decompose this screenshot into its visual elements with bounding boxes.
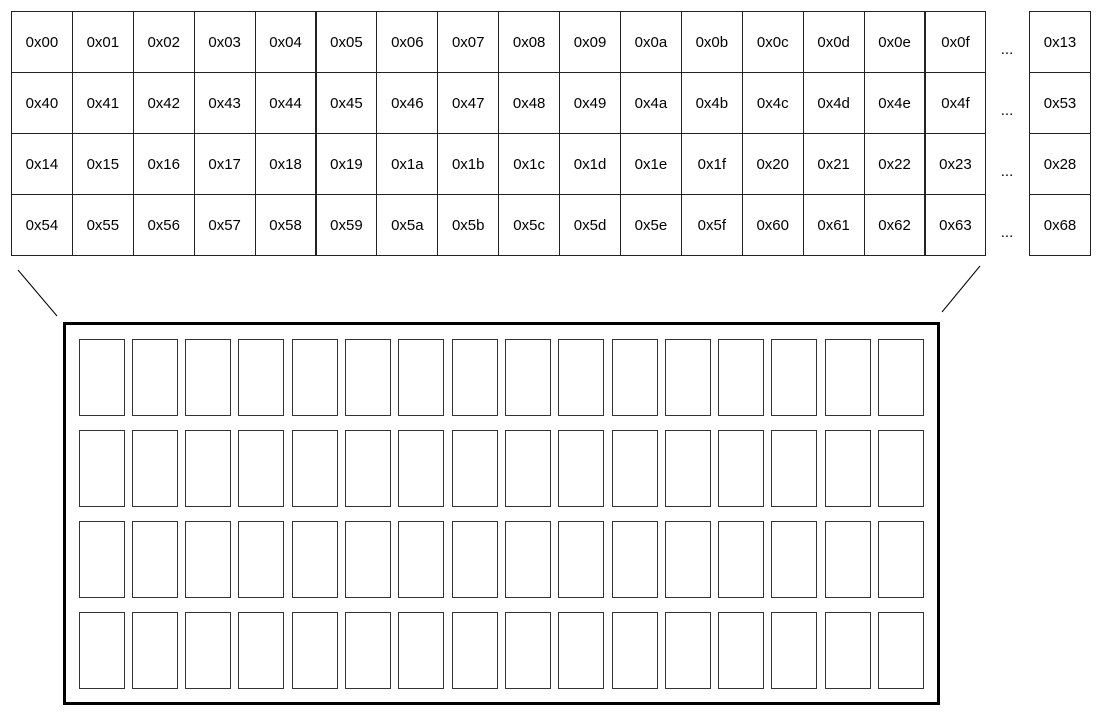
- character-cell: [558, 429, 605, 507]
- character-cell: [291, 520, 338, 598]
- ellipsis: ...: [1000, 163, 1014, 180]
- character-cell: [131, 338, 178, 416]
- character-cell: [398, 338, 445, 416]
- character-cell: [878, 338, 924, 416]
- connector-line-left: [17, 269, 58, 317]
- character-cell: [451, 429, 498, 507]
- character-cell: [824, 338, 871, 416]
- character-cell: [185, 520, 232, 598]
- address-cell: 0x63: [924, 194, 987, 256]
- character-cell: [611, 520, 658, 598]
- character-cell: [345, 612, 391, 690]
- character-cell: [185, 612, 232, 690]
- character-cell: [824, 429, 871, 507]
- character-cell: [78, 338, 125, 416]
- character-cell: [238, 338, 285, 416]
- character-cell: [345, 520, 391, 598]
- character-cell: [718, 338, 765, 416]
- character-cell: [611, 612, 658, 690]
- character-cell: [291, 429, 338, 507]
- character-cell: [345, 429, 391, 507]
- character-cell: [291, 338, 338, 416]
- character-cell: [664, 429, 711, 507]
- lcd-display: [63, 322, 940, 705]
- character-cell: [131, 612, 178, 690]
- ellipsis: ...: [1000, 102, 1014, 119]
- character-cell: [611, 429, 658, 507]
- character-cell: [185, 338, 232, 416]
- character-cell: [664, 612, 711, 690]
- character-cell: [878, 612, 924, 690]
- character-cell: [558, 612, 605, 690]
- address-cell-last: 0x68: [1029, 194, 1091, 256]
- character-cell: [238, 612, 285, 690]
- character-cell: [771, 338, 818, 416]
- character-cell: [238, 429, 285, 507]
- character-cell: [558, 520, 605, 598]
- character-cell: [611, 338, 658, 416]
- character-cell: [504, 338, 551, 416]
- character-cell: [131, 520, 178, 598]
- character-cell: [664, 338, 711, 416]
- character-cell: [718, 520, 765, 598]
- character-cell: [451, 520, 498, 598]
- character-cell: [291, 612, 338, 690]
- character-cell: [771, 612, 818, 690]
- character-cell: [718, 612, 765, 690]
- character-cell: [451, 338, 498, 416]
- connector-line-right: [941, 265, 981, 313]
- character-cell: [878, 429, 924, 507]
- character-cell: [878, 520, 924, 598]
- character-cell: [78, 429, 125, 507]
- character-cell: [131, 429, 178, 507]
- character-cell: [398, 520, 445, 598]
- character-cell: [185, 429, 232, 507]
- ellipsis: ...: [1000, 224, 1014, 241]
- character-cell: [398, 612, 445, 690]
- character-cell: [238, 520, 285, 598]
- character-cell: [345, 338, 391, 416]
- character-cell: [718, 429, 765, 507]
- character-cell: [504, 612, 551, 690]
- character-cell: [558, 338, 605, 416]
- character-cell: [664, 520, 711, 598]
- character-cell: [771, 429, 818, 507]
- character-cell: [824, 612, 871, 690]
- character-cell: [504, 520, 551, 598]
- character-cell: [398, 429, 445, 507]
- ellipsis: ...: [1000, 41, 1014, 58]
- character-cell: [771, 520, 818, 598]
- character-cell: [824, 520, 871, 598]
- character-cell: [504, 429, 551, 507]
- character-cell: [451, 612, 498, 690]
- character-cell: [78, 612, 125, 690]
- character-cell: [78, 520, 125, 598]
